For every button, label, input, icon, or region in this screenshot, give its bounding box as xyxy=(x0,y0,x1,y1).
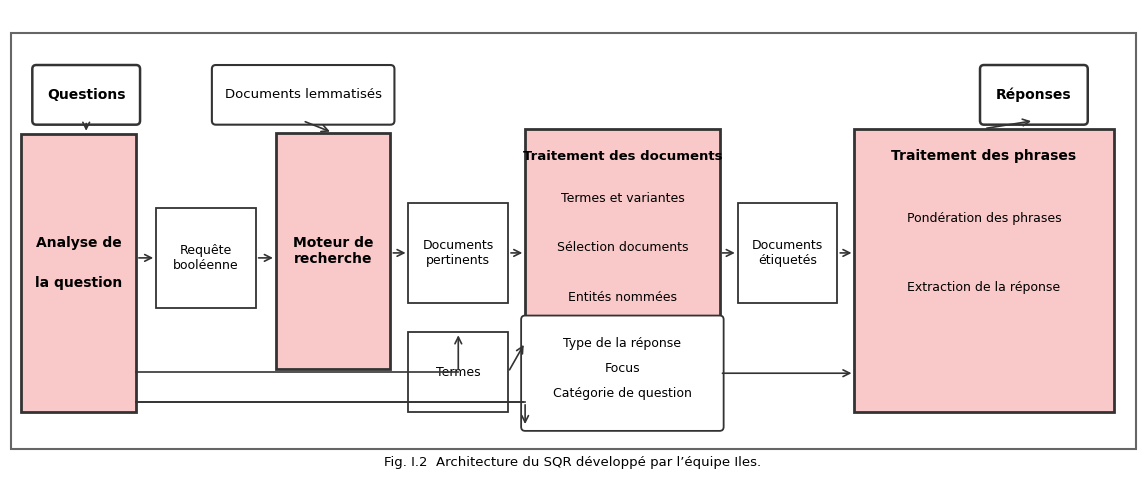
Text: Documents
pertinents: Documents pertinents xyxy=(422,239,494,267)
FancyBboxPatch shape xyxy=(525,129,719,382)
FancyBboxPatch shape xyxy=(156,208,256,308)
Text: Traitement des documents: Traitement des documents xyxy=(523,150,723,163)
Text: Catégorie de question: Catégorie de question xyxy=(553,387,692,400)
Text: Termes: Termes xyxy=(436,366,481,379)
Text: Sélection documents: Sélection documents xyxy=(556,241,688,254)
FancyBboxPatch shape xyxy=(855,129,1114,412)
Text: Pondération des phrases: Pondération des phrases xyxy=(906,212,1061,225)
FancyBboxPatch shape xyxy=(212,65,395,125)
Text: Termes et variantes: Termes et variantes xyxy=(561,192,685,205)
Text: Moteur de
recherche: Moteur de recherche xyxy=(292,236,373,266)
Text: Documents lemmatisés: Documents lemmatisés xyxy=(225,88,382,101)
Text: Traitement des phrases: Traitement des phrases xyxy=(891,150,1077,163)
FancyBboxPatch shape xyxy=(408,333,508,412)
Text: Requête
booléenne: Requête booléenne xyxy=(173,244,239,272)
FancyBboxPatch shape xyxy=(521,315,724,431)
Text: Questions: Questions xyxy=(47,88,125,102)
FancyBboxPatch shape xyxy=(32,65,140,125)
Text: Réponses: Réponses xyxy=(996,87,1071,102)
Text: Focus: Focus xyxy=(604,362,640,375)
Text: Documents
étiquetés: Documents étiquetés xyxy=(751,239,824,267)
Text: Fig. I.2  Architecture du SQR développé par l’équipe Iles.: Fig. I.2 Architecture du SQR développé p… xyxy=(384,456,762,469)
FancyBboxPatch shape xyxy=(408,203,508,303)
FancyBboxPatch shape xyxy=(11,33,1136,449)
Text: Entités nommées: Entités nommées xyxy=(568,291,677,304)
FancyBboxPatch shape xyxy=(738,203,837,303)
Text: Type de la réponse: Type de la réponse xyxy=(563,337,681,350)
FancyBboxPatch shape xyxy=(275,132,390,369)
Text: Analyse de: Analyse de xyxy=(36,236,122,250)
FancyBboxPatch shape xyxy=(980,65,1087,125)
Text: la question: la question xyxy=(36,276,123,290)
FancyBboxPatch shape xyxy=(22,134,136,412)
Text: Extraction de la réponse: Extraction de la réponse xyxy=(907,281,1061,294)
